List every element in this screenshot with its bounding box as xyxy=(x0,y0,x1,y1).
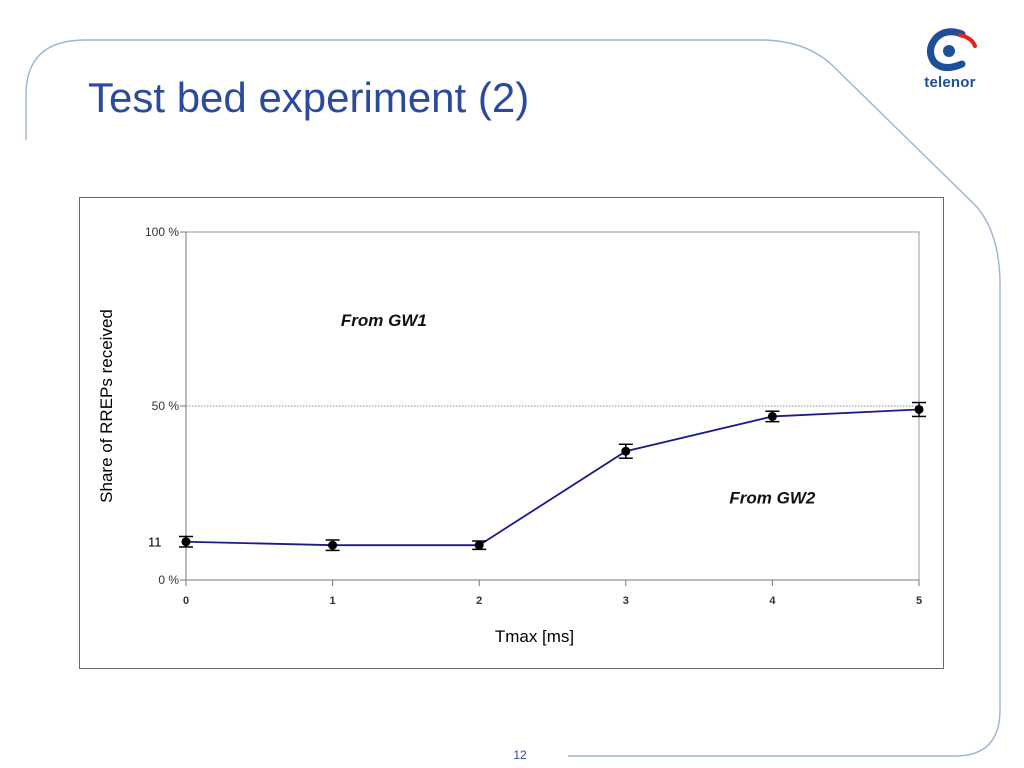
x-axis-label: Tmax [ms] xyxy=(495,627,574,646)
telenor-logo-text: telenor xyxy=(924,74,976,91)
chart-container: 0 % 50 % 100 % 0 1 2 3 4 5 Tmax [ms] Share of RREP… xyxy=(79,197,944,669)
data-point xyxy=(181,537,191,547)
data-point xyxy=(914,404,924,414)
y-tick-label: 100 % xyxy=(145,225,179,239)
data-point xyxy=(767,411,777,421)
x-tick-label: 1 xyxy=(330,595,336,607)
x-tick-label: 0 xyxy=(183,595,189,607)
annotation-label: From GW2 xyxy=(729,488,815,507)
line-chart: 0 % 50 % 100 % 0 1 2 3 4 5 Tmax [ms] Share of RREP… xyxy=(97,225,926,646)
x-tick-label: 5 xyxy=(916,595,922,607)
telenor-logo: telenor xyxy=(912,26,988,96)
annotation-label: From GW1 xyxy=(341,311,427,330)
y-tick-label: 50 % xyxy=(152,399,180,413)
slide-border xyxy=(25,39,1001,757)
x-tick-label: 3 xyxy=(623,595,629,607)
slide-title: Test bed experiment (2) xyxy=(88,74,530,121)
series-line xyxy=(185,408,920,547)
data-point xyxy=(474,540,484,550)
x-tick-label: 4 xyxy=(769,595,776,607)
y-axis-label: Share of RREPs received xyxy=(97,309,116,503)
y-tick-label: 0 % xyxy=(158,573,179,587)
x-tick-label: 2 xyxy=(476,595,482,607)
data-point xyxy=(621,446,631,456)
value-label: 11 xyxy=(148,535,162,550)
page-number: 12 xyxy=(513,748,527,762)
data-point xyxy=(328,540,338,550)
telenor-logo-icon xyxy=(927,28,977,71)
